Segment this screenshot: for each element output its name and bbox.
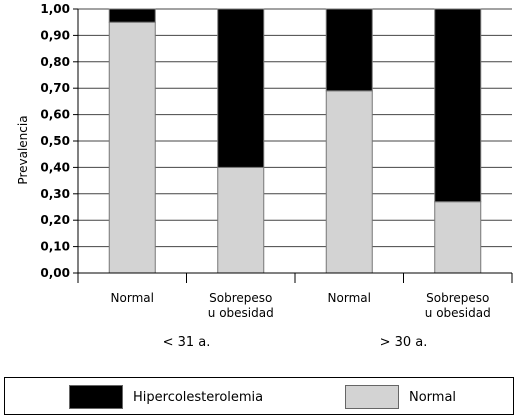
bar-segment-normal xyxy=(434,201,482,274)
bar-segment-hipercolesterolemia xyxy=(434,8,482,203)
x-category-label: Normal xyxy=(328,291,371,305)
bars xyxy=(108,8,482,274)
stacked-bar-chart: 0,00 0,10 0,20 0,30 0,40 0,50 0,60 0,70 0,80 0,90… xyxy=(16,2,513,350)
x-category-label: Sobrepeso xyxy=(426,291,489,305)
legend-label-normal: Normal xyxy=(409,389,457,405)
legend-item-normal: Normal xyxy=(345,385,456,409)
y-tick-label: 0,30 xyxy=(40,187,70,201)
legend-swatch-hipercolesterolemia xyxy=(69,385,123,409)
y-tick-label: 0,00 xyxy=(40,266,70,280)
y-tick-label: 0,40 xyxy=(40,160,70,174)
bar-segment-normal xyxy=(108,21,156,274)
legend-swatch-normal xyxy=(345,385,399,409)
y-tick-label: 0,80 xyxy=(40,55,70,69)
y-tick-labels: 0,00 0,10 0,20 0,30 0,40 0,50 0,60 0,70 0,80 0,90… xyxy=(40,2,70,280)
x-category-label: Sobrepeso xyxy=(209,291,272,305)
x-category-label: u obesidad xyxy=(425,306,491,320)
group-label: > 30 a. xyxy=(380,335,428,350)
x-category-label: Normal xyxy=(111,291,154,305)
y-tick-label: 0,10 xyxy=(40,240,70,254)
bar-segment-hipercolesterolemia xyxy=(217,8,265,168)
y-tick-label: 0,90 xyxy=(40,28,70,42)
y-tick-label: 0,60 xyxy=(40,108,70,122)
group-labels: < 31 a. > 30 a. xyxy=(163,335,428,350)
bar-segment-normal xyxy=(217,166,265,274)
group-label: < 31 a. xyxy=(163,335,211,350)
y-axis-label: Prevalencia xyxy=(16,115,30,184)
y-tick-label: 0,50 xyxy=(40,134,70,148)
y-tick-label: 0,70 xyxy=(40,81,70,95)
legend-item-hipercolesterolemia: Hipercolesterolemia xyxy=(69,385,263,409)
legend: Hipercolesterolemia Normal xyxy=(4,377,514,415)
x-category-label: u obesidad xyxy=(208,306,274,320)
bar-segment-hipercolesterolemia xyxy=(108,8,156,23)
axes xyxy=(73,8,513,283)
bar-segment-hipercolesterolemia xyxy=(325,8,373,92)
bar-segment-normal xyxy=(325,90,373,274)
y-tick-label: 0,20 xyxy=(40,213,70,227)
y-tick-label: 1,00 xyxy=(40,2,70,16)
legend-label-hipercolesterolemia: Hipercolesterolemia xyxy=(133,389,264,405)
